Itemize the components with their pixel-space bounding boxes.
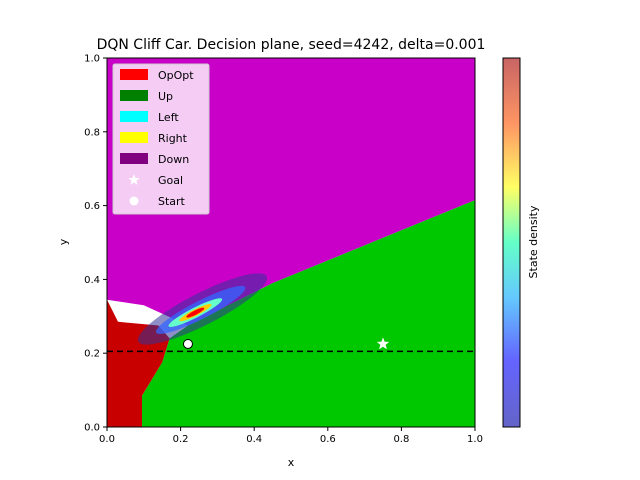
y-axis-label: y <box>57 238 70 245</box>
legend-label-up: Up <box>158 90 173 103</box>
legend-swatch-opopt <box>120 69 148 80</box>
colorbar-label: State density <box>527 205 540 278</box>
region-up <box>142 200 475 427</box>
x-tick-label: 0.2 <box>173 434 189 445</box>
start-marker <box>182 338 193 349</box>
legend-items: OpOpt Up Left Right Down Goal Start <box>120 69 194 208</box>
y-tick-label: 0.4 <box>84 275 100 286</box>
x-tick-label: 0.6 <box>320 434 336 445</box>
legend-swatch-down <box>120 153 148 164</box>
x-tick-label: 1.0 <box>467 434 483 445</box>
y-tick-label: 0.0 <box>84 423 100 434</box>
density-ridge <box>137 273 268 345</box>
legend-swatch-left <box>120 111 148 122</box>
plot-frame <box>106 57 476 428</box>
legend-label-opopt: OpOpt <box>158 69 194 82</box>
legend-label-right: Right <box>158 132 188 145</box>
legend-label-left: Left <box>158 111 179 124</box>
legend-swatch-start <box>129 196 139 206</box>
legend: OpOpt Up Left Right Down Goal Start <box>112 63 210 215</box>
y-tick-label: 0.6 <box>84 201 100 212</box>
legend-box <box>112 63 210 215</box>
legend-label-goal: Goal <box>158 174 183 187</box>
legend-label-down: Down <box>158 153 189 166</box>
legend-swatch-up <box>120 90 148 101</box>
y-axis-ticks: 0.0 0.2 0.4 0.6 0.8 1.0 <box>84 54 107 434</box>
x-axis-ticks: 0.0 0.2 0.4 0.6 0.8 1.0 <box>99 427 483 445</box>
legend-label-start: Start <box>158 195 186 208</box>
y-tick-label: 0.8 <box>84 127 100 138</box>
x-tick-label: 0.8 <box>393 434 409 445</box>
density-peak <box>186 307 205 318</box>
x-tick-label: 0.0 <box>99 434 115 445</box>
state-density-overlay <box>137 273 268 345</box>
y-tick-label: 0.2 <box>84 349 100 360</box>
legend-swatch-goal <box>128 174 140 185</box>
x-tick-label: 0.4 <box>246 434 262 445</box>
legend-swatch-right <box>120 132 148 143</box>
colorbar <box>502 57 521 428</box>
x-axis-label: x <box>288 456 295 469</box>
y-tick-label: 1.0 <box>84 54 100 65</box>
chart-title: DQN Cliff Car. Decision plane, seed=4242… <box>97 37 486 53</box>
goal-marker <box>376 337 390 350</box>
